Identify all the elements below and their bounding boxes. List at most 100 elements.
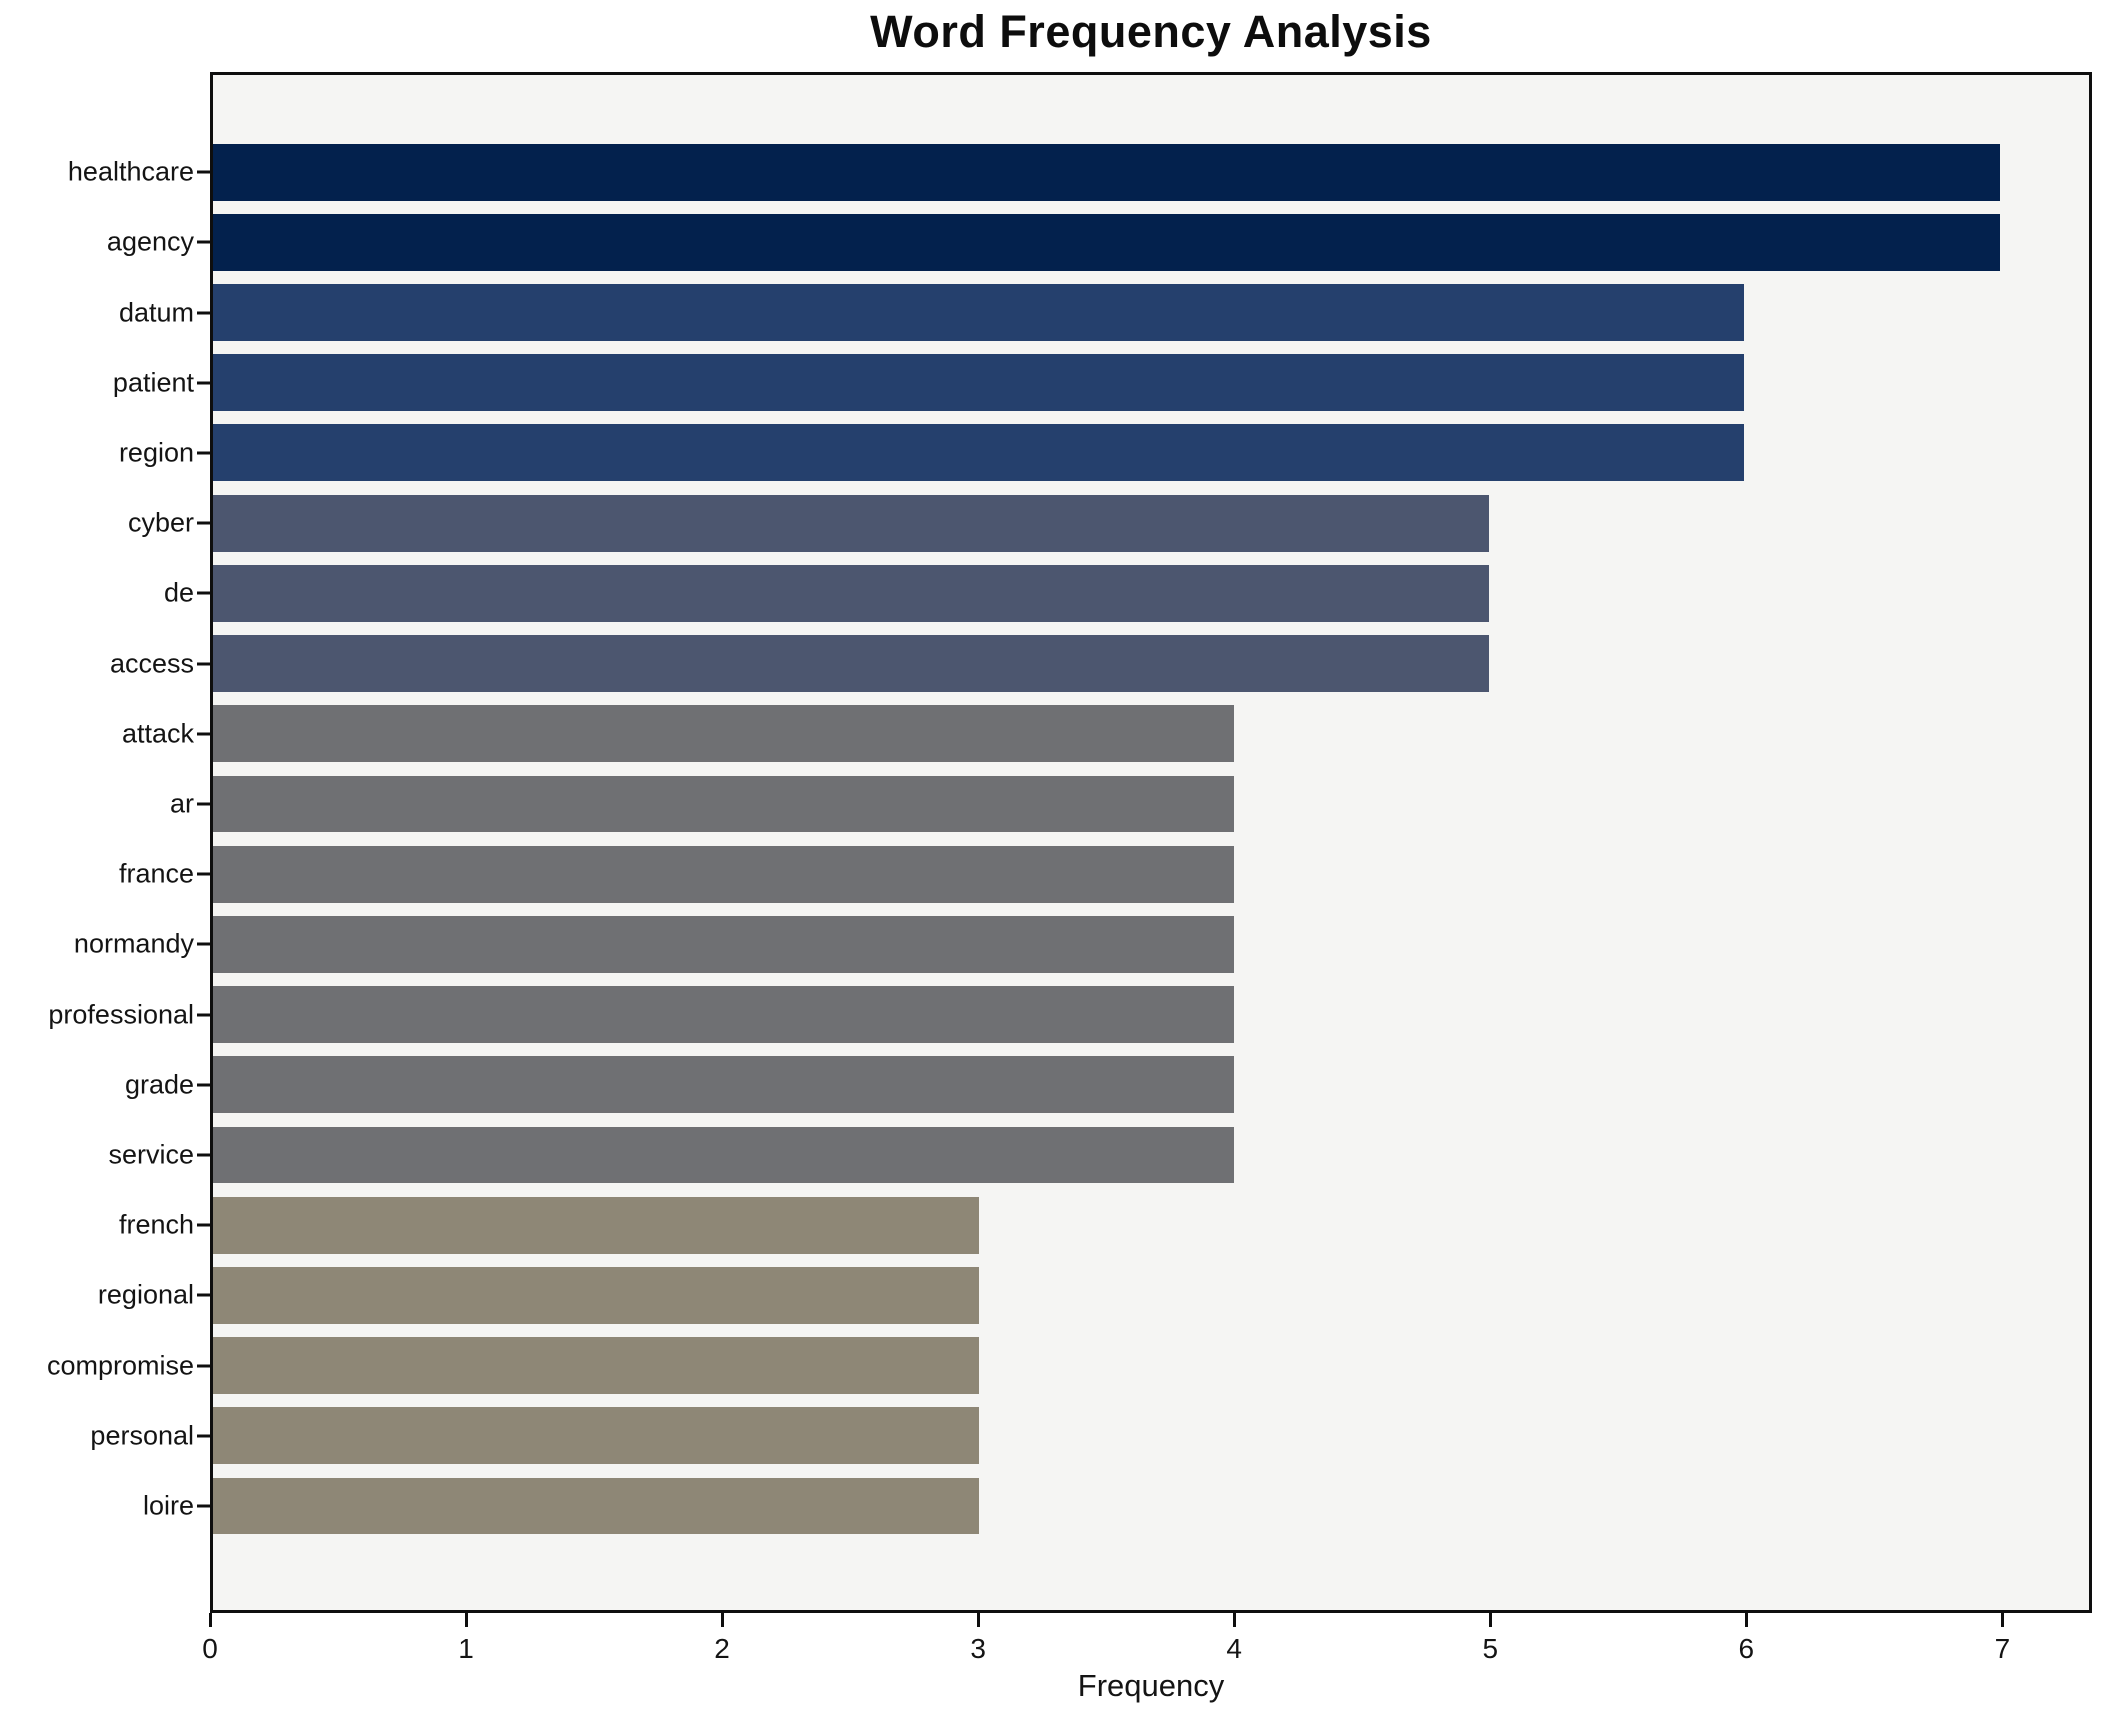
y-tick-label: regional [97, 1279, 194, 1310]
y-tick-mark [197, 662, 210, 666]
x-tick-label: 2 [714, 1633, 730, 1664]
y-tick-label: cyber [127, 507, 194, 538]
x-tick-label: 7 [1994, 1633, 2011, 1664]
bar [213, 1126, 1234, 1184]
y-tick-mark [197, 591, 210, 595]
bar-row: de [164, 558, 2089, 628]
bar-row: regional [98, 1260, 2089, 1330]
bar-row: french [119, 1190, 2089, 1260]
bar [213, 284, 1745, 341]
x-tick-mark [976, 1613, 980, 1627]
y-tick-mark [197, 1013, 210, 1017]
y-tick-label: agency [106, 226, 194, 257]
y-tick-mark [197, 451, 210, 455]
bar-row: datum [119, 277, 2089, 347]
bar-row: normandy [74, 909, 2089, 979]
y-tick-label: de [163, 577, 194, 608]
chart-title: Word Frequency Analysis [870, 6, 1432, 57]
y-tick-mark [197, 1083, 210, 1087]
bar [213, 845, 1234, 903]
y-tick-mark [197, 802, 210, 806]
bar-row: access [110, 628, 2089, 698]
y-tick-mark [197, 240, 210, 244]
bar [213, 705, 1234, 763]
x-tick-mark [464, 1613, 468, 1627]
bar [213, 354, 1745, 412]
bar-row: france [119, 839, 2089, 909]
bar-row: agency [107, 207, 2089, 277]
bar-row: ar [170, 769, 2089, 839]
bar-row: attack [122, 699, 2089, 769]
bar-row: healthcare [68, 137, 2089, 207]
bar-row: loire [143, 1471, 2089, 1541]
x-tick-label: 6 [1738, 1633, 1755, 1664]
y-tick-label: french [118, 1209, 194, 1240]
x-tick-mark [208, 1613, 212, 1627]
bar [213, 986, 1234, 1043]
y-tick-mark [197, 170, 210, 174]
y-tick-mark [197, 872, 210, 876]
y-tick-label: france [118, 858, 194, 889]
y-tick-mark [197, 381, 210, 385]
bar [213, 143, 2000, 201]
y-tick-label: healthcare [67, 156, 194, 187]
bar-row: service [108, 1120, 2089, 1190]
bar [213, 1477, 979, 1535]
y-tick-label: attack [121, 718, 194, 749]
y-tick-mark [197, 732, 210, 736]
x-tick-label: 5 [1482, 1633, 1499, 1664]
y-tick-label: datum [118, 297, 194, 327]
bar-row: patient [113, 348, 2089, 418]
y-tick-mark [197, 1434, 210, 1438]
x-tick-label: 0 [202, 1633, 218, 1664]
y-tick-mark [197, 942, 210, 946]
x-tick-label: 1 [458, 1633, 474, 1664]
bar-row: cyber [128, 488, 2089, 558]
x-tick-label: 3 [970, 1633, 986, 1664]
y-tick-label: patient [112, 367, 194, 398]
x-tick-label: 4 [1226, 1633, 1242, 1664]
x-axis-title: Frequency [1077, 1668, 1225, 1703]
y-tick-label: compromise [46, 1350, 194, 1381]
bar [213, 635, 1490, 692]
bar-row: grade [125, 1050, 2089, 1120]
y-tick-mark [197, 1504, 210, 1508]
y-tick-label: personal [90, 1420, 194, 1451]
y-tick-label: service [108, 1139, 194, 1170]
bar-row: professional [48, 979, 2089, 1049]
y-tick-mark [197, 1364, 210, 1368]
bar [213, 564, 1490, 622]
x-tick-mark [1744, 1613, 1748, 1627]
x-tick-mark [2000, 1613, 2004, 1627]
bar-rows-container: healthcare agency datum patient region cyber d… [47, 75, 2089, 1610]
y-tick-label: grade [124, 1069, 194, 1100]
y-tick-mark [197, 1293, 210, 1297]
x-tick-mark [1488, 1613, 1492, 1627]
bar [213, 1337, 979, 1394]
y-tick-label: loire [142, 1490, 194, 1521]
y-tick-label: access [109, 648, 194, 679]
y-tick-label: professional [48, 999, 194, 1030]
bar [213, 915, 1234, 973]
bar [213, 213, 2000, 271]
bar [213, 1266, 979, 1324]
bar-row: region [119, 418, 2089, 488]
y-tick-mark [197, 1153, 210, 1157]
bar [213, 1056, 1234, 1114]
bar [213, 1196, 979, 1254]
bar [213, 1407, 979, 1465]
plot-area: healthcare agency datum patient region cyber d… [47, 72, 2092, 1613]
x-tick-mark [1232, 1613, 1236, 1627]
bar [213, 494, 1490, 552]
bar-row: compromise [47, 1330, 2089, 1400]
y-tick-label: ar [169, 788, 194, 819]
bar [213, 775, 1234, 833]
y-tick-mark [197, 1223, 210, 1227]
x-tick-mark [720, 1613, 724, 1627]
y-tick-mark [197, 311, 210, 314]
bar [213, 424, 1745, 482]
bar-row: personal [90, 1401, 2089, 1471]
y-tick-mark [197, 521, 210, 525]
y-tick-label: region [118, 437, 194, 468]
